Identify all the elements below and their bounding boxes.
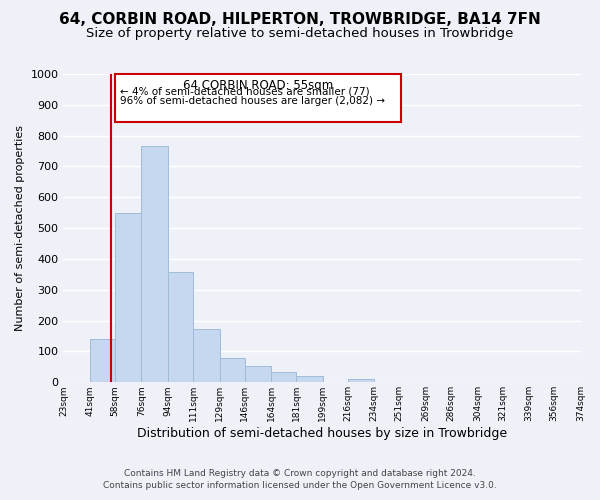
- Bar: [348, 379, 374, 382]
- Bar: [271, 372, 296, 382]
- Y-axis label: Number of semi-detached properties: Number of semi-detached properties: [15, 125, 25, 331]
- Text: Contains HM Land Registry data © Crown copyright and database right 2024.: Contains HM Land Registry data © Crown c…: [124, 468, 476, 477]
- Text: 96% of semi-detached houses are larger (2,082) →: 96% of semi-detached houses are larger (…: [120, 96, 385, 106]
- Bar: [142, 146, 168, 382]
- Bar: [220, 358, 245, 382]
- Text: Contains public sector information licensed under the Open Government Licence v3: Contains public sector information licen…: [103, 481, 497, 490]
- Bar: [193, 329, 220, 382]
- Text: 64, CORBIN ROAD, HILPERTON, TROWBRIDGE, BA14 7FN: 64, CORBIN ROAD, HILPERTON, TROWBRIDGE, …: [59, 12, 541, 28]
- Bar: [245, 366, 271, 382]
- Bar: [90, 339, 115, 382]
- Bar: [168, 272, 193, 382]
- Text: ← 4% of semi-detached houses are smaller (77): ← 4% of semi-detached houses are smaller…: [120, 86, 370, 97]
- Bar: [296, 376, 323, 382]
- Text: Size of property relative to semi-detached houses in Trowbridge: Size of property relative to semi-detach…: [86, 28, 514, 40]
- Bar: [115, 214, 142, 382]
- Text: 64 CORBIN ROAD: 55sqm: 64 CORBIN ROAD: 55sqm: [183, 78, 333, 92]
- FancyBboxPatch shape: [115, 74, 401, 122]
- X-axis label: Distribution of semi-detached houses by size in Trowbridge: Distribution of semi-detached houses by …: [137, 427, 507, 440]
